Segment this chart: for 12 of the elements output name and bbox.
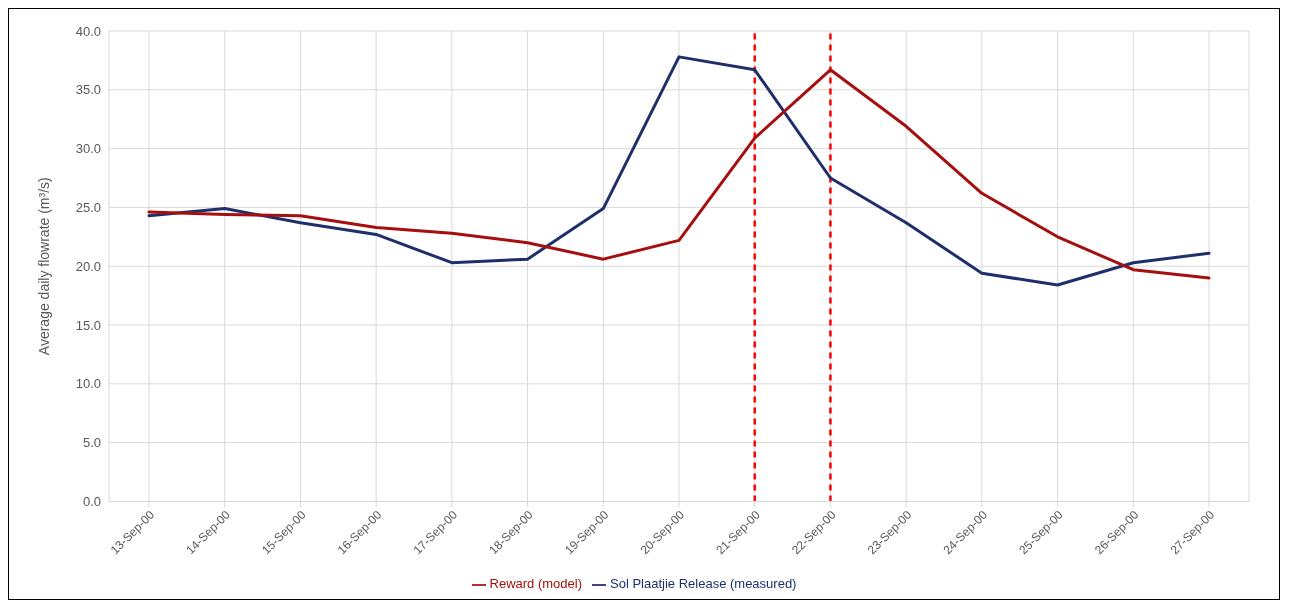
y-tick-label: 30.0 [75,141,101,157]
y-tick-label: 40.0 [75,23,101,39]
legend-label: Sol Plaatjie Release (measured) [610,576,797,592]
y-tick-label: 35.0 [75,82,101,98]
y-tick-label: 10.0 [75,376,101,392]
y-axis-title: Average daily flowrate (m³/s) [35,177,52,356]
y-tick-label: 20.0 [75,258,101,274]
y-tick-label: 25.0 [75,200,101,216]
y-tick-label: 15.0 [75,317,101,333]
legend-label: Reward (model) [489,576,583,592]
y-tick-label: 5.0 [82,435,101,451]
y-tick-label: 0.0 [82,494,101,510]
